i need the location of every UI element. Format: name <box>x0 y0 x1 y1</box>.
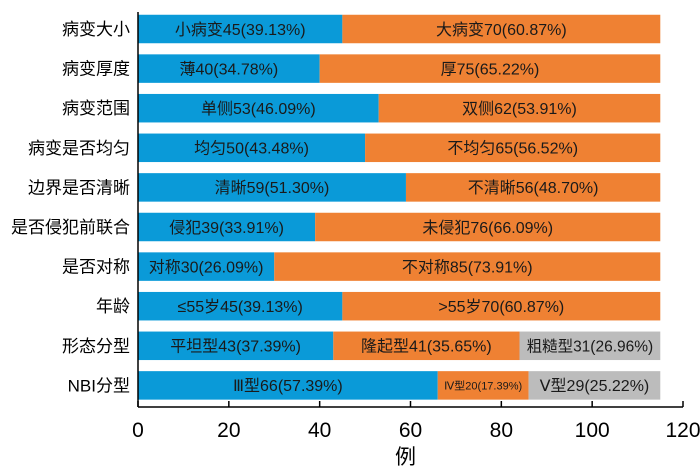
segment-data-label: 双侧62(53.91%) <box>462 100 577 118</box>
bar-segment <box>138 331 334 361</box>
bar-segment <box>378 93 661 123</box>
bar-segment <box>528 371 661 400</box>
category-label: 病变大小 <box>62 20 130 39</box>
x-tick-label: 40 <box>308 419 331 442</box>
x-tick-label: 120 <box>665 419 700 442</box>
bar-segment <box>519 331 661 361</box>
x-tick-label: 60 <box>399 419 422 442</box>
segment-data-label: 隆起型41(35.65%) <box>361 338 492 356</box>
bar-segment <box>138 93 379 123</box>
segment-data-label: 对称30(26.09%) <box>149 258 264 276</box>
bar-segment <box>342 291 661 321</box>
segment-data-label: Ⅲ型66(57.39%) <box>233 377 343 395</box>
segment-data-label: 均匀50(43.48%) <box>194 140 309 158</box>
segment-data-label: 清晰59(51.30%) <box>215 179 330 197</box>
category-label: NBI分型 <box>68 376 130 395</box>
category-label: 年龄 <box>96 297 130 316</box>
category-labels: 病变大小病变厚度病变范围病变是否均匀边界是否清晰是否侵犯前联合是否对称年龄形态分… <box>11 20 130 395</box>
segment-data-label: 侵犯39(33.91%) <box>169 219 284 237</box>
x-ticks: 0 20 40 60 80 100 120 <box>132 401 700 442</box>
segment-data-label: >55岁70(60.87%) <box>438 298 564 316</box>
segment-data-label: 单侧53(46.09%) <box>201 100 316 118</box>
category-label: 病变范围 <box>62 99 130 118</box>
bar-segment <box>365 133 661 163</box>
bar-segment <box>315 212 661 242</box>
bar-segment <box>138 212 316 242</box>
bar-segment <box>405 173 661 202</box>
segment-data-label: 未侵犯76(66.09%) <box>422 219 553 237</box>
category-label: 是否对称 <box>62 258 130 277</box>
segment-data-label: 大病变70(60.87%) <box>436 21 567 39</box>
bar-segment <box>342 14 661 44</box>
category-label: 形态分型 <box>62 337 130 356</box>
bar-segment <box>138 173 406 202</box>
segment-data-label: Ⅳ型20(17.39%) <box>444 378 522 392</box>
bar-segment <box>138 252 275 281</box>
category-label: 病变是否均匀 <box>28 139 130 158</box>
bar-segment <box>138 291 343 321</box>
x-tick-label: 0 <box>132 419 144 442</box>
segment-data-label: 不均匀65(56.52%) <box>447 140 578 158</box>
category-label: 边界是否清晰 <box>28 178 130 197</box>
segment-data-label: ≤55岁45(39.13%) <box>178 298 303 316</box>
segment-data-label: 薄40(34.78%) <box>179 60 278 78</box>
bars-layer: 小病变45(39.13%) 大病变70(60.87%) 薄40(34.78%) 厚75… <box>138 14 661 400</box>
bar-segment <box>333 331 520 361</box>
segment-data-label: 不清晰56(48.70%) <box>468 179 599 197</box>
bar-segment <box>138 371 438 400</box>
bar-segment <box>138 133 366 163</box>
bar-segment <box>319 54 661 83</box>
segment-data-label: 厚75(65.22%) <box>441 61 540 78</box>
x-tick-label: 80 <box>490 419 513 442</box>
bar-segment <box>274 252 661 281</box>
segment-data-label: 不对称85(73.91%) <box>402 258 533 276</box>
x-axis-title: 例 <box>395 446 416 469</box>
bar-segment <box>437 371 529 400</box>
segment-data-label: 粗糙型31(26.96%) <box>527 337 654 355</box>
bar-segment <box>138 14 343 44</box>
bar-segment <box>138 54 320 83</box>
category-label: 病变厚度 <box>62 60 130 79</box>
category-label: 是否侵犯前联合 <box>11 218 130 237</box>
x-tick-label: 20 <box>217 419 240 442</box>
x-tick-label: 100 <box>575 419 610 442</box>
segment-data-label: Ⅴ型29(25.22%) <box>540 377 650 395</box>
segment-data-label: 平坦型43(37.39%) <box>170 338 301 356</box>
segment-data-label: 小病变45(39.13%) <box>175 21 306 39</box>
